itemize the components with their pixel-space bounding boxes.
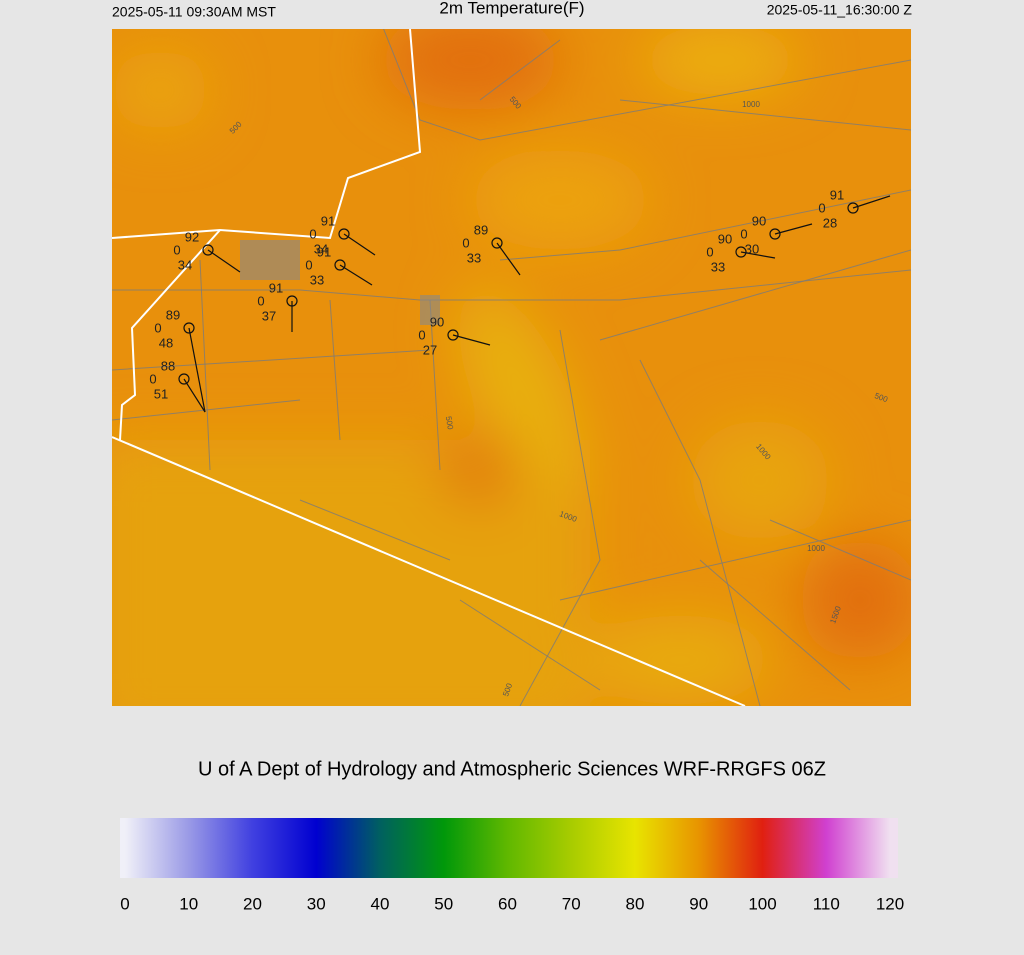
station — [178, 373, 190, 385]
station-wind: 0 — [818, 200, 825, 215]
station-wind: 0 — [462, 235, 469, 250]
colorbar-tick-label: 80 — [626, 894, 645, 913]
station-temp: 89 — [474, 222, 488, 237]
colorbar-tick-label: 40 — [371, 894, 390, 913]
station-temp: 90 — [752, 213, 766, 228]
contour-label: 1000 — [742, 100, 760, 109]
station-temp: 91 — [269, 280, 283, 295]
colorbar-tick-label: 20 — [243, 894, 262, 913]
station — [847, 202, 859, 214]
station-dew: 30 — [745, 241, 759, 256]
station-wind: 0 — [173, 242, 180, 257]
station — [447, 329, 459, 341]
header-left: 2025-05-11 09:30AM MST — [112, 4, 276, 20]
wind-barb — [452, 334, 491, 346]
colorbar-tick-label: 0 — [120, 894, 129, 913]
map — [112, 29, 911, 706]
station-dew: 33 — [310, 272, 324, 287]
station-temp: 91 — [317, 244, 331, 259]
wind-barb — [188, 327, 206, 413]
wind-barb — [740, 251, 776, 259]
station-dew: 34 — [178, 257, 192, 272]
contour-label: 500 — [444, 416, 455, 431]
station — [202, 244, 214, 256]
map-title: 2m Temperature(F) — [439, 0, 584, 17]
station-temp: 89 — [166, 307, 180, 322]
contour-label: 500 — [501, 682, 514, 698]
station-temp: 90 — [718, 231, 732, 246]
station-wind: 0 — [309, 226, 316, 241]
colorbar-tick-label: 10 — [179, 894, 198, 913]
station-wind: 0 — [154, 320, 161, 335]
credit: U of A Dept of Hydrology and Atmospheric… — [198, 758, 826, 780]
contour-label: 500 — [873, 391, 889, 404]
station-dew: 37 — [262, 308, 276, 323]
station-dew: 33 — [467, 250, 481, 265]
station — [338, 228, 350, 240]
station — [183, 322, 195, 334]
wind-barb — [207, 249, 241, 273]
colorbar-tick-label: 50 — [434, 894, 453, 913]
station-wind: 0 — [257, 293, 264, 308]
station — [286, 295, 298, 307]
station-temp: 90 — [430, 314, 444, 329]
colorbar-tick-label: 110 — [813, 894, 840, 913]
station-dew: 34 — [314, 241, 328, 256]
colorbar-tick-label: 100 — [748, 894, 776, 913]
colorbar-tick-label: 60 — [498, 894, 517, 913]
wind-barb — [496, 242, 521, 276]
colorbar-tick-label: 90 — [689, 894, 708, 913]
station-dew: 33 — [711, 259, 725, 274]
wind-barb — [774, 223, 813, 235]
station-dew: 48 — [159, 335, 173, 350]
station — [735, 246, 747, 258]
station-temp: 92 — [185, 229, 199, 244]
station-temp: 91 — [830, 187, 844, 202]
station — [769, 228, 781, 240]
header-right: 2025-05-11_16:30:00 Z — [767, 2, 913, 18]
colorbar-tick-label: 70 — [562, 894, 581, 913]
wind-barb — [343, 233, 376, 256]
station — [491, 237, 503, 249]
wind-barb — [183, 378, 206, 413]
station-wind: 0 — [305, 257, 312, 272]
colorbar-tick-label: 30 — [307, 894, 326, 913]
colorbar — [120, 818, 898, 878]
station — [334, 259, 346, 271]
contour-label: 1000 — [807, 544, 825, 553]
station-dew: 51 — [154, 386, 168, 401]
station-dew: 28 — [823, 215, 837, 230]
station-wind: 0 — [418, 327, 425, 342]
station-temp: 91 — [321, 213, 335, 228]
station-wind: 0 — [706, 244, 713, 259]
station-wind: 0 — [740, 226, 747, 241]
station-dew: 27 — [423, 342, 437, 357]
station-temp: 88 — [161, 358, 175, 373]
wind-barb — [339, 264, 373, 286]
station-wind: 0 — [149, 371, 156, 386]
colorbar-tick-label: 120 — [876, 894, 904, 913]
wind-barb — [852, 195, 891, 209]
